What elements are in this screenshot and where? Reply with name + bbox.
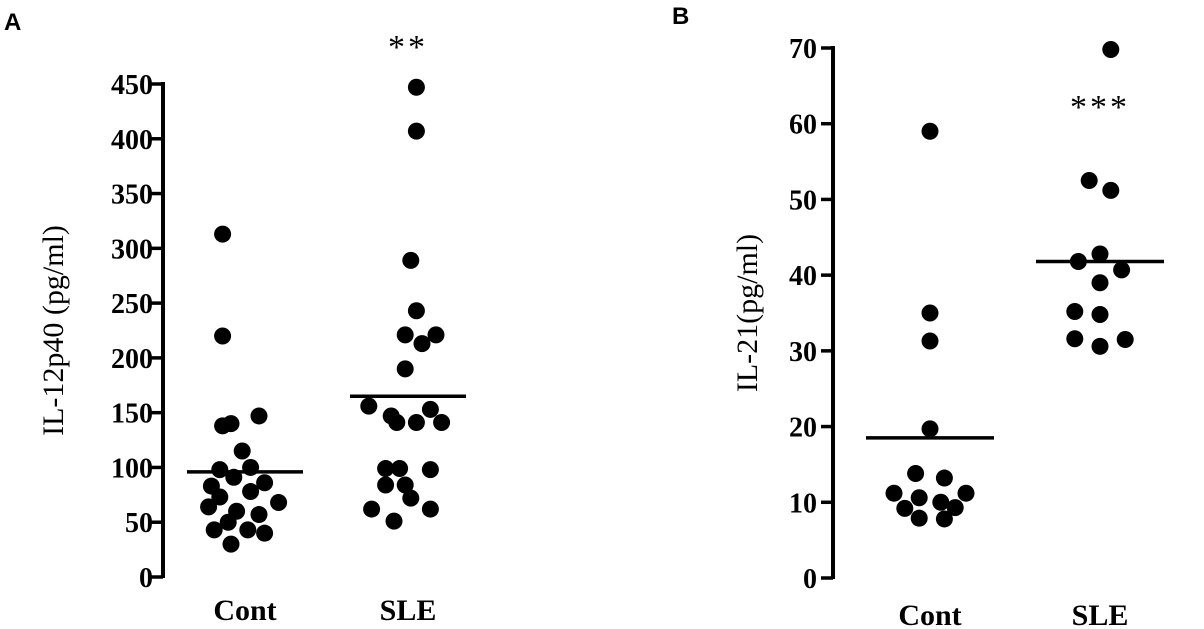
data-point	[250, 407, 268, 425]
y-tick-label: 350	[111, 180, 153, 211]
data-point	[396, 360, 414, 378]
data-point	[377, 476, 395, 494]
y-tick-label: 150	[111, 399, 153, 430]
data-point	[885, 484, 903, 502]
y-tick-label: 300	[111, 234, 153, 265]
y-tick-label: 250	[111, 289, 153, 320]
data-point	[1091, 306, 1109, 324]
data-point	[935, 469, 953, 487]
panel-letter: B	[672, 3, 689, 30]
data-point	[921, 304, 939, 322]
data-point	[932, 493, 950, 511]
data-point	[402, 489, 420, 507]
category-label: Cont	[898, 599, 961, 629]
data-point	[256, 474, 274, 492]
data-point	[421, 461, 439, 479]
data-point	[957, 484, 975, 502]
category-label: SLE	[1072, 599, 1129, 629]
category-label: Cont	[213, 594, 276, 627]
data-point	[421, 400, 439, 418]
data-point	[1066, 330, 1084, 348]
y-axis-title: IL-12p40 (pg/ml)	[37, 225, 70, 436]
data-point	[219, 513, 237, 531]
data-point	[1113, 261, 1131, 279]
data-point	[1116, 331, 1134, 348]
data-point	[239, 521, 257, 539]
data-point	[1091, 274, 1109, 292]
y-axis-title: IL-21(pg/ml)	[731, 234, 764, 392]
y-tick-label: 60	[789, 110, 817, 141]
data-point	[946, 499, 964, 517]
data-point	[360, 397, 378, 415]
y-tick-label: 0	[803, 564, 817, 595]
category-label: SLE	[380, 594, 437, 627]
data-point	[910, 489, 928, 507]
data-point	[1102, 181, 1120, 199]
data-point	[896, 499, 914, 517]
data-point	[1091, 245, 1109, 263]
data-point	[391, 460, 409, 478]
data-point	[413, 335, 431, 353]
y-tick-label: 20	[789, 413, 817, 444]
data-point	[1091, 337, 1109, 355]
data-point	[214, 417, 232, 435]
panel-letter: A	[4, 9, 21, 36]
y-tick-label: 450	[111, 70, 153, 101]
data-point	[921, 332, 939, 350]
y-tick-label: 70	[789, 34, 817, 65]
data-point	[402, 251, 420, 269]
data-point	[1066, 302, 1084, 320]
data-point	[407, 302, 425, 320]
data-point	[421, 500, 439, 518]
data-point	[427, 326, 445, 344]
data-point	[205, 521, 223, 539]
data-point	[214, 225, 232, 243]
data-point	[222, 535, 240, 553]
data-point	[214, 327, 232, 345]
y-tick-label: 10	[789, 488, 817, 519]
panel-a: A 0 50 100 150 200 250 300 350 400 450 IL-12p40 (pg…	[4, 9, 466, 627]
data-point	[910, 509, 928, 527]
y-tick-label: 50	[125, 508, 153, 539]
data-point	[363, 500, 381, 518]
data-point	[407, 122, 425, 140]
data-point	[270, 494, 288, 512]
data-point	[388, 414, 406, 432]
y-tick-label: 50	[789, 185, 817, 216]
y-tick-label: 400	[111, 125, 153, 156]
y-tick-label: 40	[789, 261, 817, 292]
data-point	[1102, 41, 1120, 59]
y-tick-label: 30	[789, 337, 817, 368]
data-point	[407, 414, 425, 432]
data-point	[921, 122, 939, 140]
data-point	[1080, 172, 1098, 189]
data-point	[935, 510, 953, 528]
data-point	[377, 460, 395, 478]
data-point	[433, 414, 451, 432]
panel-b: B 0 10 20 30 40 50 60 70 IL-21(pg/ml) Cont SLE ***	[672, 3, 1164, 629]
data-point	[211, 461, 229, 479]
data-point	[407, 78, 425, 96]
data-point	[200, 498, 218, 516]
significance-marker: ***	[1070, 89, 1130, 126]
data-point	[385, 512, 403, 530]
y-tick-label: 100	[111, 453, 153, 484]
data-point	[242, 483, 260, 501]
data-point	[907, 465, 925, 483]
y-tick-label: 200	[111, 344, 153, 375]
data-point	[256, 524, 274, 542]
significance-marker: **	[388, 29, 428, 66]
data-point	[921, 420, 939, 438]
y-tick-label: 0	[139, 563, 153, 594]
data-point	[396, 476, 414, 494]
data-point	[233, 442, 251, 460]
data-point	[250, 506, 268, 524]
data-point	[396, 326, 414, 344]
data-point	[211, 488, 229, 506]
